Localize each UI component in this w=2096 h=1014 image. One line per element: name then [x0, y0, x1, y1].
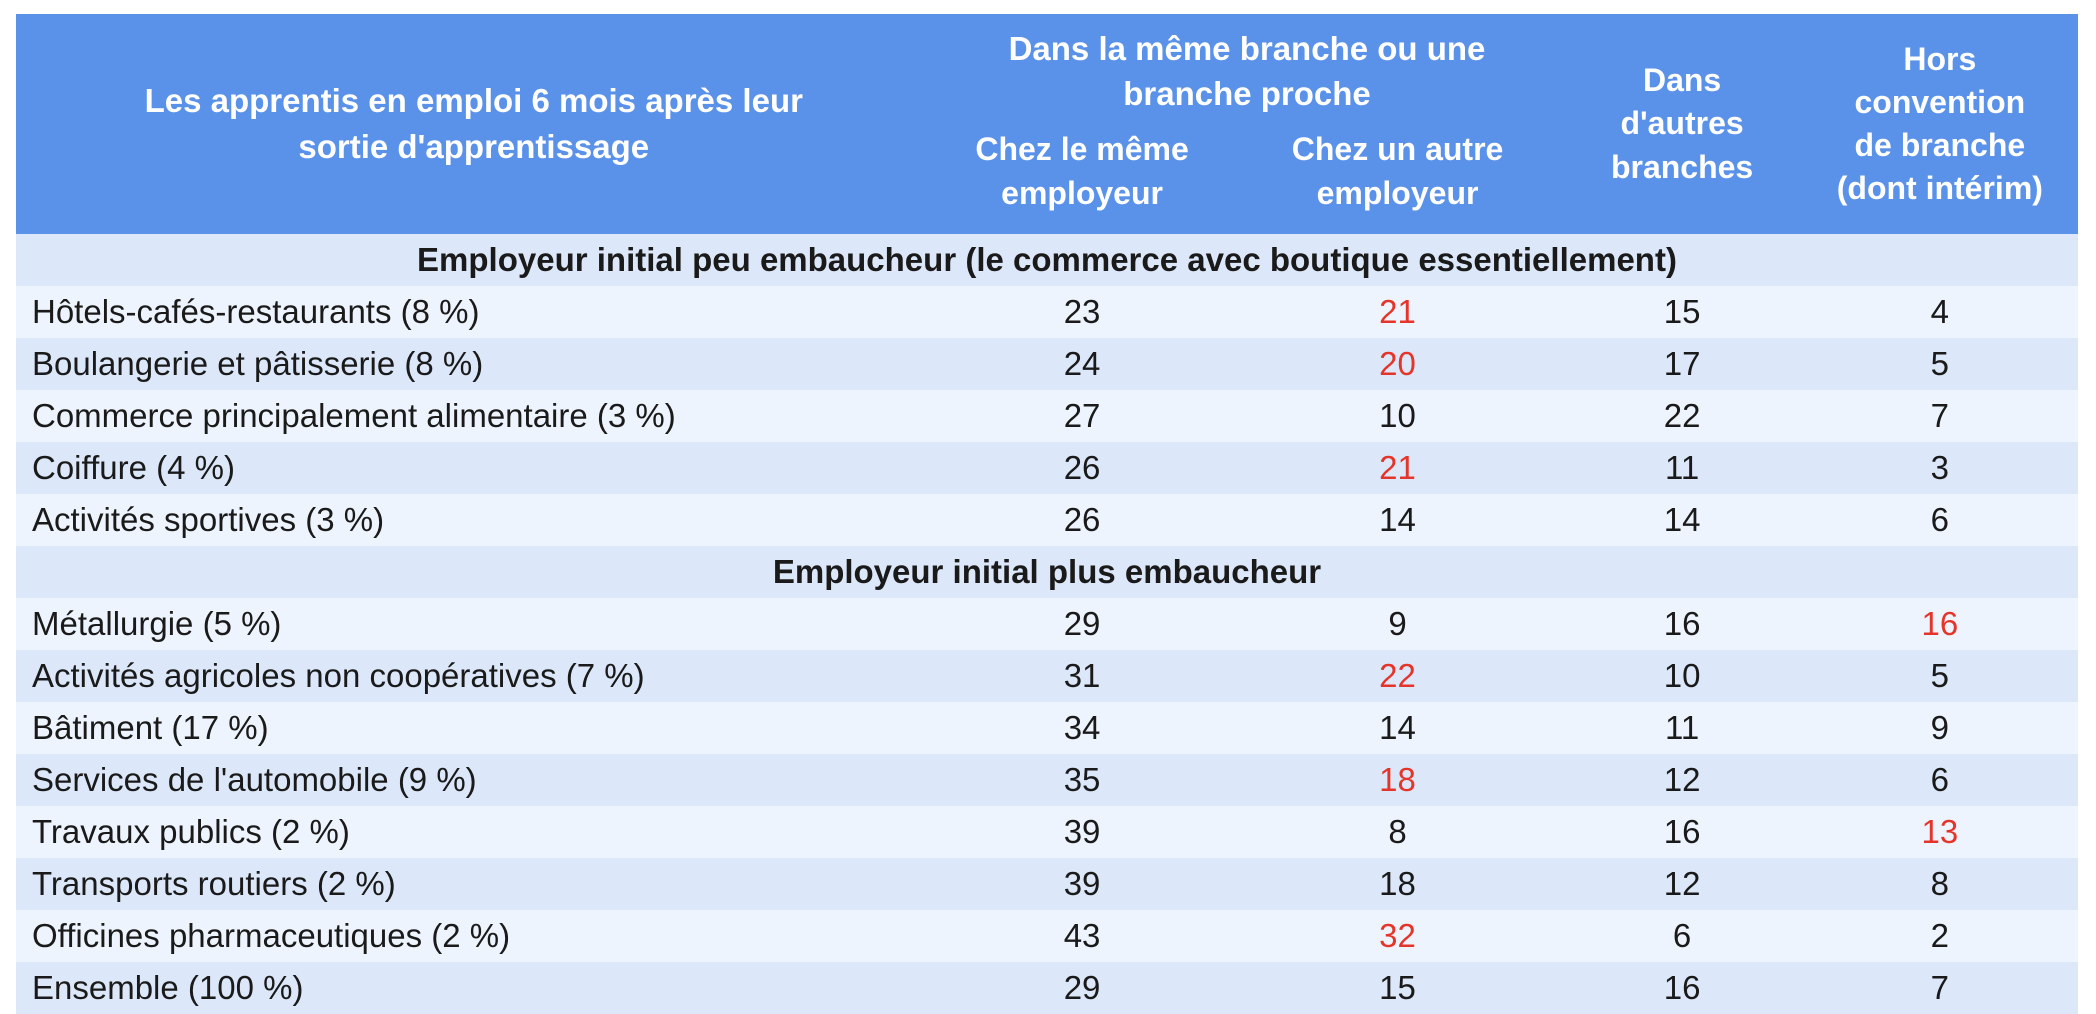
table-title: Les apprentis en emploi 6 mois après leu… — [16, 14, 932, 234]
row-label: Activités agricoles non coopératives (7 … — [16, 650, 932, 702]
table-row: Travaux publics (2 %) 39 8 16 13 — [16, 806, 2078, 858]
table-row: Métallurgie (5 %) 29 9 16 16 — [16, 598, 2078, 650]
cell-value: 6 — [1562, 910, 1802, 962]
table-body: Employeur initial peu embaucheur (le com… — [16, 234, 2078, 1014]
cell-value: 39 — [931, 858, 1233, 910]
column-header-same-employer: Chez le même employeur — [931, 119, 1233, 234]
cell-value: 7 — [1801, 390, 2078, 442]
table-row: Activités agricoles non coopératives (7 … — [16, 650, 2078, 702]
cell-value: 8 — [1232, 806, 1563, 858]
cell-value: 4 — [1801, 286, 2078, 338]
cell-value: 20 — [1232, 338, 1563, 390]
column-header-hors-convention-label: Hors convention de branche (dont intérim… — [1836, 40, 2043, 207]
column-header-other-branches: Dans d'autres branches — [1562, 14, 1802, 234]
section-header-row: Employeur initial peu embaucheur (le com… — [16, 234, 2078, 286]
cell-value: 9 — [1801, 702, 2078, 754]
cell-value: 39 — [931, 806, 1233, 858]
section-label-plus-embaucheur: Employeur initial plus embaucheur — [16, 546, 2078, 598]
row-label: Hôtels-cafés-restaurants (8 %) — [16, 286, 932, 338]
cell-value: 13 — [1801, 806, 2078, 858]
cell-value: 5 — [1801, 650, 2078, 702]
section-header-row: Employeur initial plus embaucheur — [16, 546, 2078, 598]
table-row: Bâtiment (17 %) 34 14 11 9 — [16, 702, 2078, 754]
cell-value: 10 — [1562, 650, 1802, 702]
cell-value: 18 — [1232, 858, 1563, 910]
row-label: Bâtiment (17 %) — [16, 702, 932, 754]
cell-value: 15 — [1562, 286, 1802, 338]
table-row: Ensemble (100 %) 29 15 16 7 — [16, 962, 2078, 1014]
apprentices-employment-table: Les apprentis en emploi 6 mois après leu… — [16, 14, 2078, 1014]
cell-value: 43 — [931, 910, 1233, 962]
cell-value: 14 — [1232, 494, 1563, 546]
row-label: Ensemble (100 %) — [16, 962, 932, 1014]
cell-value: 2 — [1801, 910, 2078, 962]
table-row: Boulangerie et pâtisserie (8 %) 24 20 17… — [16, 338, 2078, 390]
cell-value: 29 — [931, 962, 1233, 1014]
cell-value: 16 — [1562, 962, 1802, 1014]
cell-value: 11 — [1562, 442, 1802, 494]
cell-value: 26 — [931, 494, 1233, 546]
cell-value: 32 — [1232, 910, 1563, 962]
cell-value: 34 — [931, 702, 1233, 754]
cell-value: 3 — [1801, 442, 2078, 494]
cell-value: 11 — [1562, 702, 1802, 754]
cell-value: 14 — [1562, 494, 1802, 546]
cell-value: 9 — [1232, 598, 1563, 650]
cell-value: 5 — [1801, 338, 2078, 390]
section-label-peu-embaucheur: Employeur initial peu embaucheur (le com… — [16, 234, 2078, 286]
table-row: Officines pharmaceutiques (2 %) 43 32 6 … — [16, 910, 2078, 962]
table-row: Transports routiers (2 %) 39 18 12 8 — [16, 858, 2078, 910]
cell-value: 22 — [1562, 390, 1802, 442]
row-label: Transports routiers (2 %) — [16, 858, 932, 910]
cell-value: 26 — [931, 442, 1233, 494]
column-header-hors-convention: Hors convention de branche (dont intérim… — [1801, 14, 2078, 234]
header-row-groups: Les apprentis en emploi 6 mois après leu… — [16, 14, 2078, 234]
cell-value: 16 — [1562, 806, 1802, 858]
table-row: Hôtels-cafés-restaurants (8 %) 23 21 15 … — [16, 286, 2078, 338]
table-row: Services de l'automobile (9 %) 35 18 12 … — [16, 754, 2078, 806]
cell-value: 17 — [1562, 338, 1802, 390]
cell-value: 29 — [931, 598, 1233, 650]
cell-value: 12 — [1562, 754, 1802, 806]
table-row: Coiffure (4 %) 26 21 11 3 — [16, 442, 2078, 494]
cell-value: 15 — [1232, 962, 1563, 1014]
cell-value: 7 — [1801, 962, 2078, 1014]
column-group-same-branch: Dans la même branche ou une branche proc… — [931, 14, 1563, 119]
row-label: Travaux publics (2 %) — [16, 806, 932, 858]
row-label: Coiffure (4 %) — [16, 442, 932, 494]
row-label: Officines pharmaceutiques (2 %) — [16, 910, 932, 962]
cell-value: 18 — [1232, 754, 1563, 806]
cell-value: 12 — [1562, 858, 1802, 910]
cell-value: 8 — [1801, 858, 2078, 910]
cell-value: 23 — [931, 286, 1233, 338]
row-label: Commerce principalement alimentaire (3 %… — [16, 390, 932, 442]
cell-value: 21 — [1232, 286, 1563, 338]
row-label: Boulangerie et pâtisserie (8 %) — [16, 338, 932, 390]
row-label: Services de l'automobile (9 %) — [16, 754, 932, 806]
cell-value: 27 — [931, 390, 1233, 442]
cell-value: 6 — [1801, 494, 2078, 546]
table-header: Les apprentis en emploi 6 mois après leu… — [16, 14, 2078, 234]
header-row-subcolumns: Chez le même employeur Chez un autre emp… — [16, 119, 2078, 234]
cell-value: 10 — [1232, 390, 1563, 442]
cell-value: 14 — [1232, 702, 1563, 754]
cell-value: 21 — [1232, 442, 1563, 494]
cell-value: 31 — [931, 650, 1233, 702]
table-row: Activités sportives (3 %) 26 14 14 6 — [16, 494, 2078, 546]
cell-value: 6 — [1801, 754, 2078, 806]
cell-value: 16 — [1562, 598, 1802, 650]
cell-value: 35 — [931, 754, 1233, 806]
column-header-other-branches-label: Dans d'autres branches — [1610, 62, 1754, 185]
column-header-other-employer: Chez un autre employeur — [1232, 119, 1563, 234]
cell-value: 16 — [1801, 598, 2078, 650]
cell-value: 22 — [1232, 650, 1563, 702]
cell-value: 24 — [931, 338, 1233, 390]
table-row: Commerce principalement alimentaire (3 %… — [16, 390, 2078, 442]
row-label: Activités sportives (3 %) — [16, 494, 932, 546]
row-label: Métallurgie (5 %) — [16, 598, 932, 650]
